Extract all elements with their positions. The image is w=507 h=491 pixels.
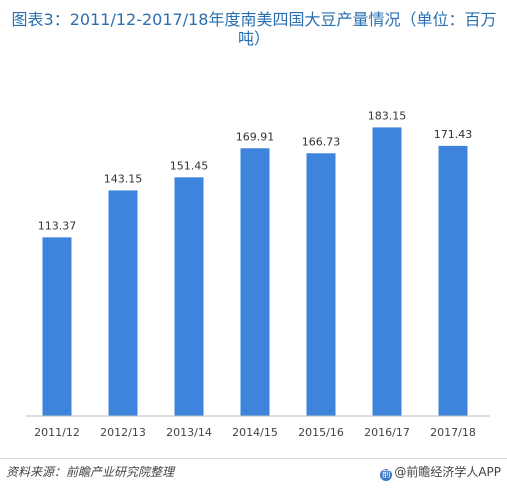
x-tick-2016-17: 2016/17 (364, 426, 410, 439)
footer-divider (0, 458, 507, 459)
data-label-2012-13: 143.15 (104, 172, 143, 185)
brand-label: @前瞻经济学人APP (394, 465, 501, 479)
x-tick-2015-16: 2015/16 (298, 426, 344, 439)
bar-2013-14 (174, 177, 204, 416)
data-label-2013-14: 151.45 (170, 159, 209, 172)
data-label-2014-15: 169.91 (236, 130, 275, 143)
chart-title: 图表3：2011/12-2017/18年度南美四国大豆产量情况（单位：百万吨） (11, 10, 497, 48)
bar-2012-13 (108, 190, 138, 416)
bar-2014-15 (240, 148, 270, 416)
bar-2017-18 (438, 145, 468, 416)
source-note: 资料来源：前瞻产业研究院整理 (6, 465, 175, 479)
bar-2015-16 (306, 153, 336, 416)
x-tick-2011-12: 2011/12 (34, 426, 80, 439)
x-tick-2017-18: 2017/18 (430, 426, 476, 439)
x-tick-2012-13: 2012/13 (100, 426, 146, 439)
brand-credit: 前 @前瞻经济学人APP (380, 463, 501, 481)
qianzhan-logo-icon: 前 (380, 469, 393, 481)
data-label-2017-18: 171.43 (434, 128, 473, 141)
x-tick-2014-15: 2014/15 (232, 426, 278, 439)
data-label-2011-12: 113.37 (38, 219, 77, 232)
data-label-2015-16: 166.73 (302, 135, 341, 148)
bar-chart: 113.37 2011/12 143.15 2012/13 151.45 2013/14 1… (26, 109, 490, 439)
bar-2016-17 (372, 127, 402, 417)
bar-2011-12 (42, 237, 72, 416)
data-label-2016-17: 183.15 (368, 109, 407, 122)
x-tick-2013-14: 2013/14 (166, 426, 212, 439)
